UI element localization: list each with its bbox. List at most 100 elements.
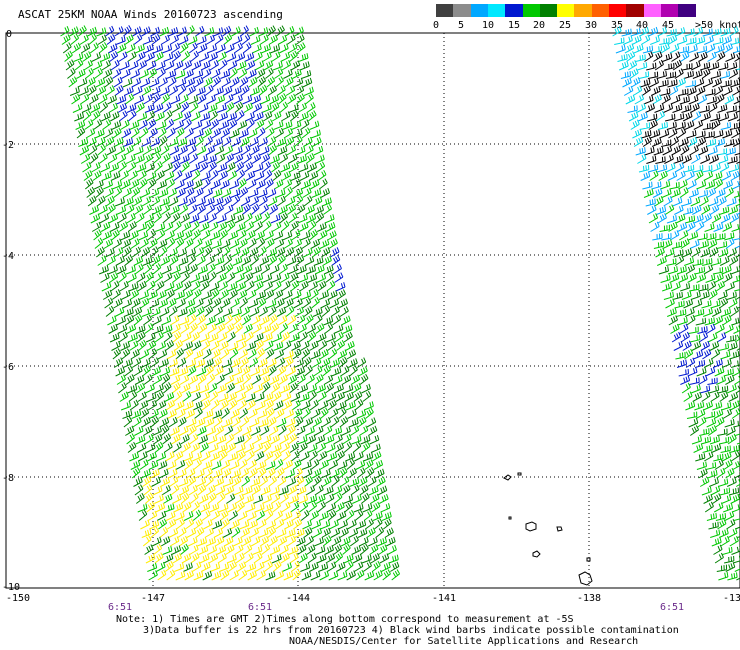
- wind-barb: [183, 230, 193, 241]
- wind-barb: [266, 188, 277, 198]
- wind-barb: [222, 307, 233, 317]
- wind-barb: [200, 280, 210, 292]
- wind-barb: [169, 367, 180, 377]
- wind-barb: [314, 484, 324, 496]
- wind-barb: [366, 527, 376, 538]
- wind-barb: [182, 280, 192, 292]
- wind-barb: [326, 502, 337, 513]
- wind-barb: [143, 374, 153, 385]
- wind-barb: [726, 518, 736, 530]
- wind-barb: [131, 467, 141, 479]
- wind-barb: [164, 392, 175, 402]
- wind-barb: [650, 129, 661, 139]
- wind-barb: [280, 552, 290, 564]
- wind-barb: [140, 358, 151, 368]
- wind-barb: [226, 52, 237, 62]
- wind-barb: [105, 195, 115, 207]
- wind-barb: [294, 528, 305, 538]
- wind-barb: [263, 169, 273, 181]
- wind-barb: [235, 333, 246, 343]
- wind-barb: [261, 324, 272, 334]
- wind-barb: [166, 349, 177, 360]
- wind-barb: [260, 95, 271, 105]
- wind-barb: [218, 112, 228, 122]
- wind-barb: [360, 435, 371, 445]
- wind-barb: [736, 577, 740, 581]
- wind-barb: [312, 196, 323, 207]
- wind-barb: [229, 460, 240, 470]
- wind-barb: [166, 178, 175, 190]
- wind-barb: [327, 452, 338, 462]
- wind-barb: [313, 365, 323, 377]
- wind-barb: [101, 281, 112, 292]
- wind-barb: [321, 527, 331, 538]
- wind-barb: [300, 451, 310, 462]
- wind-barb: [250, 35, 261, 45]
- wind-barb: [296, 374, 306, 385]
- wind-barb: [225, 323, 235, 334]
- wind-barb: [207, 213, 217, 224]
- wind-barb: [226, 220, 236, 232]
- wind-barb: [284, 186, 293, 198]
- wind-barb: [325, 333, 336, 343]
- wind-barb: [316, 442, 327, 453]
- wind-barb: [168, 85, 179, 96]
- wind-barb: [113, 357, 124, 368]
- wind-barb: [147, 562, 158, 572]
- wind-barb: [158, 188, 169, 198]
- wind-barb: [207, 44, 217, 54]
- wind-barb: [264, 340, 274, 351]
- wind-barb: [354, 509, 364, 521]
- x-tick-label: -147: [141, 593, 165, 604]
- colorbar-swatch: [436, 4, 454, 17]
- wind-barb: [690, 60, 701, 71]
- wind-barb: [682, 154, 692, 164]
- wind-barb: [212, 409, 223, 419]
- wind-barb: [215, 485, 226, 496]
- wind-barb: [722, 408, 733, 419]
- wind-barb: [646, 62, 657, 71]
- wind-barb: [307, 110, 317, 122]
- wind-barb: [105, 305, 115, 317]
- wind-barb: [233, 94, 243, 105]
- wind-barb: [171, 434, 181, 445]
- wind-barb: [94, 179, 104, 190]
- wind-barb: [156, 400, 167, 411]
- wind-barb: [118, 51, 128, 62]
- wind-barb: [737, 306, 740, 309]
- wind-barb: [123, 307, 134, 317]
- wind-barb: [722, 546, 733, 555]
- wind-barb: [175, 348, 185, 360]
- wind-barb: [702, 258, 713, 266]
- wind-barb: [272, 501, 282, 513]
- wind-barb: [228, 119, 238, 130]
- wind-barb: [373, 459, 384, 470]
- wind-barb: [95, 186, 104, 198]
- wind-barb: [241, 144, 251, 156]
- wind-barb: [709, 341, 720, 351]
- wind-barb: [199, 384, 210, 394]
- wind-barb: [693, 26, 704, 37]
- wind-barb: [646, 155, 657, 164]
- wind-barb: [279, 544, 289, 555]
- wind-barb: [659, 37, 670, 45]
- wind-barb: [282, 511, 293, 521]
- wind-barb: [649, 77, 659, 88]
- wind-barb: [727, 433, 737, 445]
- wind-barb: [280, 331, 290, 343]
- wind-barb: [337, 571, 348, 581]
- wind-barb: [234, 435, 245, 445]
- island: [586, 557, 591, 562]
- wind-barb: [139, 349, 150, 360]
- wind-barb: [368, 425, 378, 436]
- wind-barb: [219, 289, 229, 300]
- wind-barb: [280, 492, 289, 504]
- wind-barb: [264, 399, 274, 411]
- wind-barb: [244, 382, 254, 394]
- wind-barb: [671, 145, 681, 156]
- wind-barb: [717, 518, 727, 530]
- wind-barb: [280, 52, 291, 62]
- wind-barb: [160, 34, 170, 45]
- wind-barb: [101, 111, 111, 122]
- wind-barb: [258, 84, 268, 96]
